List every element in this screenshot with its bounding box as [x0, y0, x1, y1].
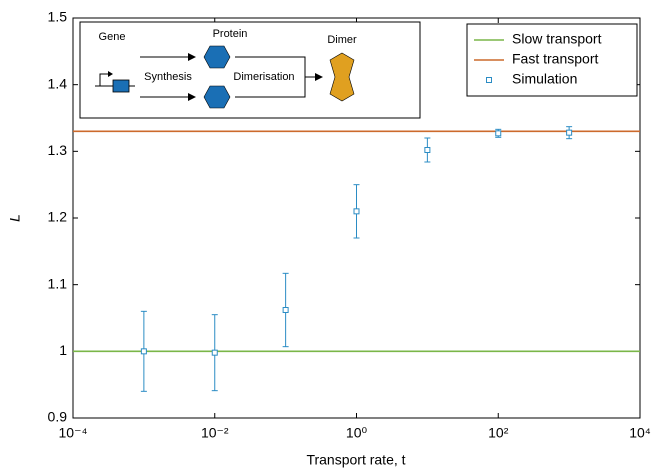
y-tick-label: 1.5 — [48, 9, 68, 25]
y-axis-label: L — [7, 214, 23, 222]
legend-swatch — [487, 78, 492, 83]
x-tick-label: 10⁴ — [629, 425, 651, 441]
point — [212, 350, 217, 355]
gene-box — [113, 80, 129, 92]
inset-label: Protein — [213, 28, 248, 40]
chart: Transport rate, t L 0.9 1 1.1 1.2 1.3 1.4 1.5 1… — [0, 0, 653, 470]
point — [425, 148, 430, 153]
protein-icon — [204, 86, 230, 108]
point — [496, 131, 501, 136]
inset-label: Gene — [99, 31, 126, 43]
protein-icon — [204, 46, 230, 68]
inset-label: Dimer — [327, 34, 357, 46]
point — [567, 130, 572, 135]
inset-diagram: Gene Protein Dimer Synthesis Dimerisatio… — [80, 22, 420, 118]
point — [141, 349, 146, 354]
y-tick-label: 1.2 — [48, 209, 68, 225]
y-tick-label: 1.1 — [48, 275, 68, 291]
point — [283, 308, 288, 313]
x-tick-label: 10⁰ — [346, 425, 368, 441]
y-tick-label: 1.3 — [48, 142, 68, 158]
legend-label: Slow transport — [512, 31, 602, 47]
x-tick-label: 10² — [488, 425, 509, 441]
x-tick-label: 10⁻⁴ — [59, 425, 88, 441]
y-tick-label: 0.9 — [48, 409, 68, 425]
y-tick-label: 1 — [59, 342, 67, 358]
inset-label: Synthesis — [144, 71, 192, 83]
legend-label: Fast transport — [512, 51, 598, 67]
y-tick-label: 1.4 — [48, 75, 68, 91]
x-axis-label: Transport rate, t — [306, 452, 405, 468]
x-tick-label: 10⁻² — [201, 425, 229, 441]
inset-label: Dimerisation — [233, 71, 294, 83]
legend-label: Simulation — [512, 71, 577, 87]
point — [354, 209, 359, 214]
